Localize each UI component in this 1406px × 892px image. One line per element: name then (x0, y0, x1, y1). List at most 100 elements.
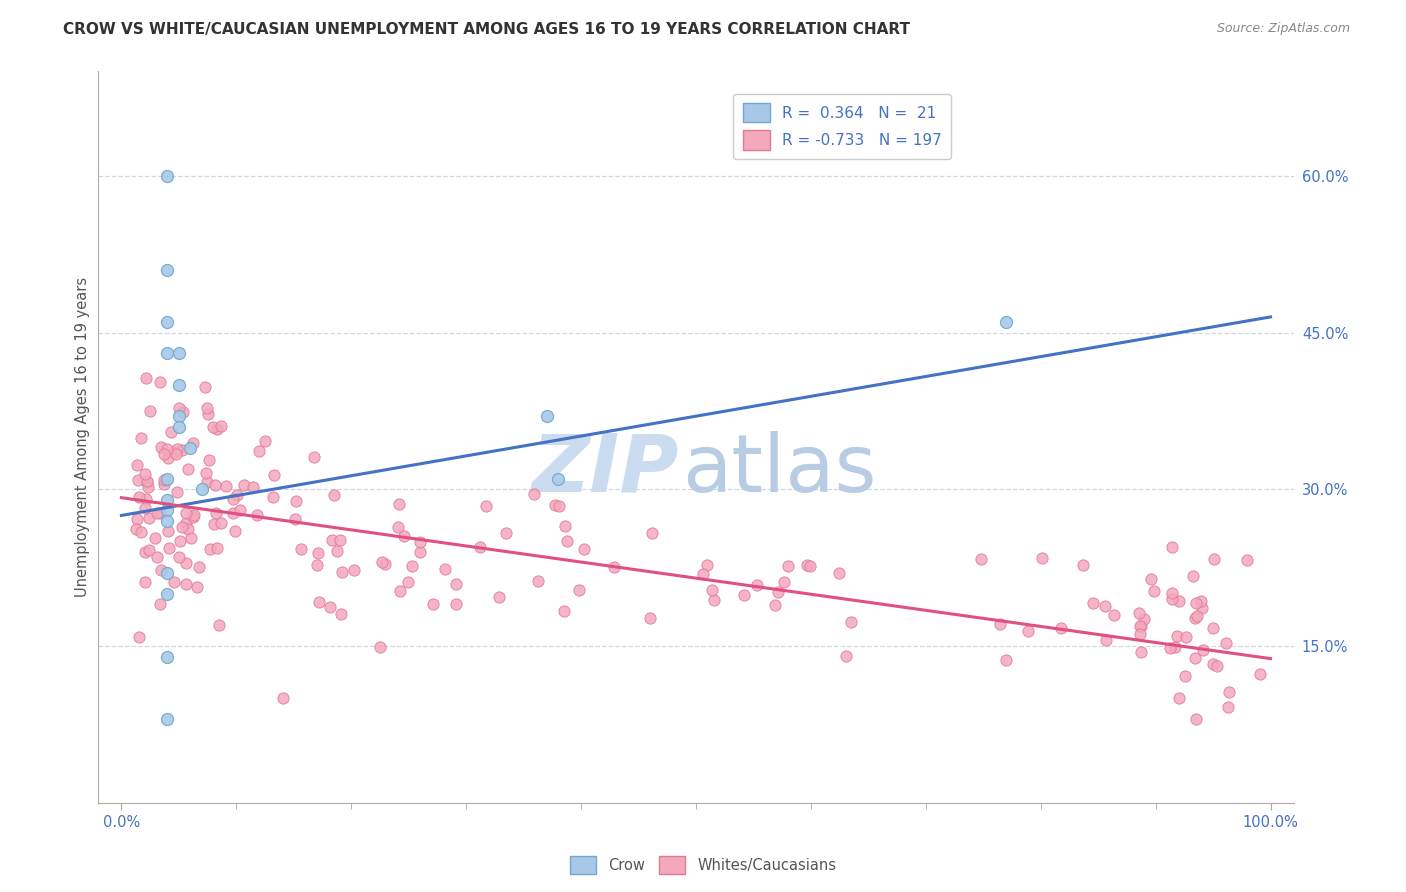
Point (156, 712, 179, 726)
Point (135, 492, 157, 507)
Point (167, 346, 190, 360)
Point (1175, 630, 1198, 644)
Point (433, 562, 456, 576)
Point (1202, 621, 1225, 635)
Point (186, 580, 208, 594)
Point (995, 315, 1018, 329)
Point (994, 653, 1017, 667)
Point (304, 450, 326, 464)
Point (321, 533, 343, 548)
Point (156, 169, 179, 183)
Point (401, 559, 423, 574)
Point (568, 582, 591, 597)
Point (322, 488, 344, 502)
Point (167, 401, 190, 415)
Point (181, 435, 204, 450)
Point (205, 541, 228, 556)
Point (1218, 699, 1240, 714)
Point (128, 630, 150, 644)
Point (1184, 651, 1206, 665)
Point (547, 499, 569, 513)
Point (1184, 712, 1206, 726)
Point (229, 502, 252, 516)
Point (172, 443, 194, 458)
Point (1185, 609, 1208, 624)
Point (209, 516, 232, 530)
Point (1249, 666, 1271, 681)
Point (696, 558, 718, 573)
Point (641, 525, 664, 540)
Point (523, 487, 546, 501)
Text: ZIP: ZIP (530, 431, 678, 509)
Point (150, 441, 173, 455)
Point (156, 315, 179, 329)
Point (1161, 540, 1184, 554)
Point (246, 508, 269, 522)
Point (970, 551, 993, 566)
Point (796, 558, 818, 572)
Point (703, 592, 725, 607)
Point (157, 541, 180, 555)
Point (776, 559, 799, 574)
Point (156, 649, 179, 664)
Point (343, 563, 366, 577)
Point (125, 522, 148, 536)
Legend: Crow, Whites/Caucasians: Crow, Whites/Caucasians (564, 850, 842, 880)
Point (1130, 619, 1153, 633)
Point (149, 563, 172, 577)
Point (177, 462, 200, 476)
Point (1031, 551, 1053, 566)
Point (1071, 558, 1094, 573)
Point (156, 442, 179, 456)
Point (204, 478, 226, 492)
Point (134, 500, 156, 515)
Point (172, 520, 194, 534)
Point (388, 496, 411, 510)
Point (152, 474, 174, 488)
Point (136, 474, 159, 488)
Point (134, 575, 156, 590)
Point (319, 600, 342, 615)
Point (253, 434, 276, 448)
Point (242, 479, 264, 493)
Point (409, 535, 432, 549)
Legend: R =  0.364   N =  21, R = -0.733   N = 197: R = 0.364 N = 21, R = -0.733 N = 197 (734, 94, 952, 159)
Point (1049, 621, 1071, 635)
Point (181, 510, 204, 524)
Point (1189, 594, 1212, 608)
Point (134, 467, 156, 481)
Point (388, 584, 411, 599)
Point (495, 526, 517, 541)
Point (169, 549, 191, 564)
Point (290, 541, 312, 556)
Point (763, 598, 786, 612)
Point (222, 506, 245, 520)
Point (745, 578, 768, 592)
Point (1163, 640, 1185, 654)
Point (1184, 611, 1206, 625)
Point (1140, 573, 1163, 587)
Point (232, 477, 254, 491)
Point (156, 263, 179, 277)
Point (638, 611, 661, 625)
Point (202, 420, 225, 434)
Point (165, 446, 187, 460)
Point (308, 595, 330, 609)
Point (177, 522, 200, 536)
Point (194, 380, 217, 394)
Point (143, 531, 166, 545)
Point (1143, 584, 1166, 599)
Point (444, 576, 467, 591)
Point (1129, 619, 1152, 633)
Point (172, 405, 194, 419)
Point (1215, 636, 1237, 650)
Point (183, 508, 205, 523)
Point (156, 503, 179, 517)
Point (1184, 596, 1206, 610)
Point (468, 540, 491, 554)
Point (131, 525, 153, 540)
Point (152, 447, 174, 461)
Point (208, 618, 231, 632)
Point (1166, 629, 1188, 643)
Point (305, 558, 328, 572)
